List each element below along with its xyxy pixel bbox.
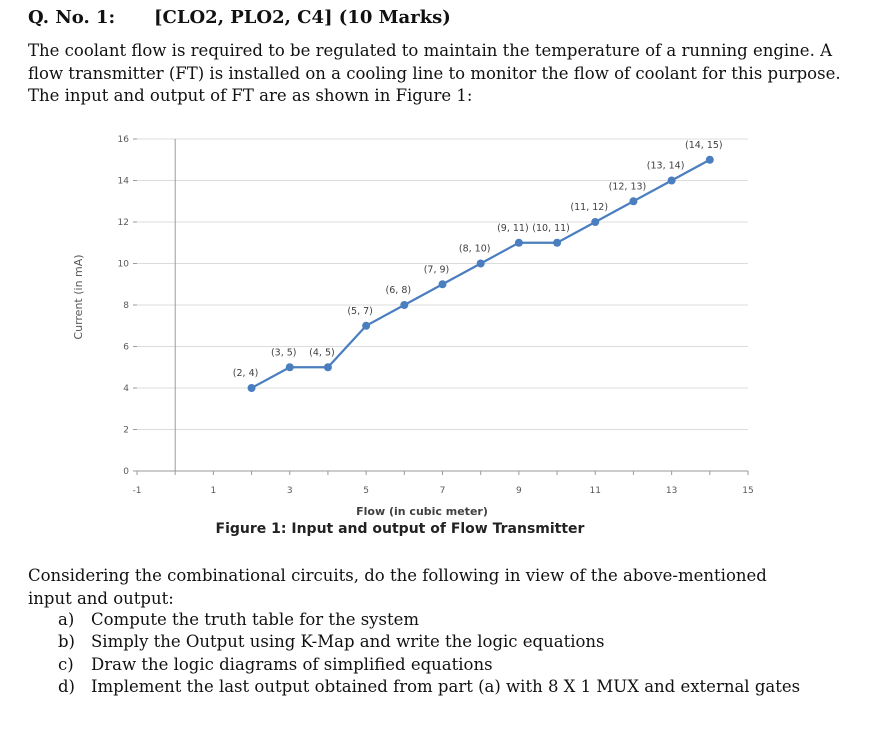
task-marker: a) [58, 610, 75, 629]
data-point [285, 363, 294, 372]
data-point [629, 197, 638, 206]
y-tick-label: 16 [118, 135, 130, 145]
x-tick-label: 3 [287, 486, 293, 496]
problem-statement: The coolant flow is required to be regul… [28, 40, 843, 108]
data-point-label: (7, 9) [424, 264, 450, 275]
data-point [323, 363, 332, 372]
data-point-label: (14, 15) [685, 140, 723, 151]
y-tick-label: 4 [123, 384, 129, 394]
data-point [362, 321, 371, 330]
question-tags: [CLO2, PLO2, C4] (10 Marks) [154, 7, 451, 28]
data-point-label: (10, 11) [532, 223, 570, 234]
task-text: Implement the last output obtained from … [91, 676, 801, 696]
y-tick-label: 12 [118, 218, 129, 228]
y-axis-label: Current (in mA) [72, 254, 85, 339]
question-number: Q. No. 1: [28, 7, 116, 28]
intro-text: The coolant flow is required to be regul… [28, 41, 841, 105]
task-item: d) Implement the last output obtained fr… [58, 676, 800, 698]
task-marker: d) [58, 676, 75, 696]
task-item: b) Simply the Output using K-Map and wri… [58, 631, 800, 653]
data-point-label: (6, 8) [386, 285, 412, 296]
task-marker: b) [58, 632, 75, 652]
data-point [553, 238, 562, 247]
y-tick-label: 14 [118, 177, 130, 187]
data-point-label: (5, 7) [347, 306, 373, 317]
data-point [476, 259, 485, 268]
y-tick-label: 6 [123, 343, 129, 353]
data-point-label: (12, 13) [609, 181, 647, 192]
data-point [705, 155, 714, 164]
y-tick-label: 0 [123, 467, 129, 477]
x-tick-label: 15 [742, 486, 753, 496]
x-tick-label: 1 [211, 486, 217, 496]
data-point-label: (2, 4) [233, 368, 259, 379]
chart-axes [133, 138, 749, 475]
chart-data-labels: (2, 4) (3, 5) (4, 5) (5, 7) (6, 8) (7, 9) (8, … [233, 140, 723, 379]
task-list: a) Compute the truth table for the syste… [58, 609, 800, 698]
x-tick-label: 9 [516, 486, 522, 496]
task-item: a) Compute the truth table for the syste… [58, 609, 800, 631]
x-tick-label: -1 [133, 486, 142, 496]
data-point-label: (4, 5) [309, 347, 335, 358]
question-header: Q. No. 1: [CLO2, PLO2, C4] (10 Marks) [28, 7, 451, 28]
x-axis-label: Flow (in cubic meter) [356, 505, 488, 518]
data-point [400, 301, 409, 309]
figure-caption: Figure 1: Input and output of Flow Trans… [215, 521, 585, 537]
task-text: Compute the truth table for the system [91, 610, 420, 629]
chart-series [247, 155, 714, 392]
data-point-label: (13, 14) [647, 161, 685, 172]
task-text: Simply the Output using K-Map and write … [91, 632, 605, 652]
data-point [438, 280, 447, 289]
data-point [247, 384, 256, 392]
data-point [667, 176, 676, 185]
data-point-label: (9, 11) [497, 223, 529, 234]
task-text: Draw the logic diagrams of simplified eq… [91, 654, 493, 674]
task-marker: c) [58, 654, 74, 674]
y-tick-label: 10 [118, 260, 130, 270]
data-point [591, 218, 600, 226]
data-point-label: (11, 12) [570, 202, 608, 213]
y-tick-label: 2 [123, 426, 129, 436]
y-tick-label: 8 [123, 301, 129, 311]
data-point [514, 238, 523, 247]
data-point-label: (3, 5) [271, 347, 297, 358]
x-tick-label: 5 [363, 486, 369, 496]
instructions-text: Considering the combinational circuits, … [28, 566, 767, 608]
chart-gridlines [137, 138, 748, 430]
x-tick-label: 13 [666, 486, 677, 496]
x-tick-label: 11 [590, 486, 601, 496]
x-tick-label: 7 [440, 486, 446, 496]
task-item: c) Draw the logic diagrams of simplified… [58, 654, 800, 676]
data-point-label: (8, 10) [459, 244, 491, 255]
